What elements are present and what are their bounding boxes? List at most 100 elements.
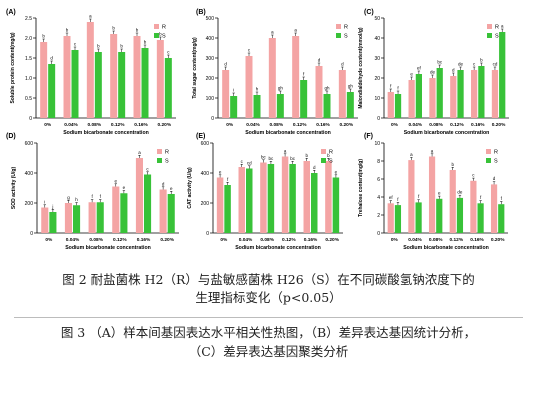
y-tick-label: 0	[211, 116, 214, 122]
significance-letter: f	[100, 194, 102, 199]
legend-label: S	[329, 159, 333, 165]
bar	[246, 168, 253, 233]
bar	[112, 186, 120, 233]
y-axis-title: Soluble protein content(mg/g)	[10, 32, 16, 103]
bar	[289, 164, 296, 233]
panel-label: (D)	[6, 133, 16, 140]
x-tick-label: 0.12%	[450, 237, 464, 243]
x-tick-label: 0%	[391, 122, 399, 128]
significance-letter: b	[305, 153, 308, 158]
significance-letter: c	[241, 159, 244, 164]
y-tick-label: 0	[206, 231, 209, 237]
bar	[408, 160, 415, 233]
significance-letter: b	[120, 44, 123, 49]
figure-3-caption-line1: 图 3 （A）样本间基因表达水平相关性热图，（B）差异表达基因统计分析，	[60, 325, 477, 340]
significance-letter: cd	[247, 160, 252, 165]
x-tick-label: 0.04%	[246, 122, 260, 128]
bar	[141, 48, 149, 118]
legend-swatch	[487, 33, 492, 38]
x-tick-label: 0%	[45, 237, 53, 243]
legend-swatch	[486, 158, 491, 163]
bar	[315, 66, 323, 118]
bar	[338, 70, 346, 118]
figure-3-area	[0, 318, 537, 401]
bar	[224, 185, 231, 233]
significance-letter: a	[138, 150, 141, 155]
y-tick-label: 1.0	[25, 76, 32, 82]
bar	[428, 156, 436, 233]
x-tick-label: 0.12%	[293, 122, 307, 128]
bar	[415, 202, 422, 233]
legend-label: S	[344, 34, 348, 40]
significance-letter: ef	[417, 66, 422, 71]
x-tick-label: 0.04%	[408, 237, 422, 243]
bar	[471, 70, 478, 118]
significance-letter: h	[256, 87, 259, 92]
x-tick-label: 0.12%	[282, 237, 296, 243]
significance-letter: b	[480, 58, 483, 63]
x-tick-label: 0.04%	[408, 122, 422, 128]
y-tick-label: 0	[29, 116, 32, 122]
bar	[429, 78, 436, 118]
legend-label: S	[162, 34, 166, 40]
y-tick-label: 0	[377, 231, 380, 237]
significance-letter: a	[271, 30, 274, 35]
panel-label: (C)	[364, 9, 374, 16]
x-tick-label: 0.12%	[111, 122, 125, 128]
bar	[470, 180, 477, 233]
significance-letter: d	[318, 58, 321, 63]
significance-letter: f	[91, 194, 93, 199]
significance-letter: d	[313, 165, 316, 170]
y-tick-label: 0	[377, 116, 380, 122]
significance-letter: f	[418, 194, 420, 199]
legend-label: S	[495, 34, 499, 40]
x-tick-label: 0.16%	[470, 237, 484, 243]
x-tick-label: 0.16%	[316, 122, 330, 128]
y-tick-label: 10	[374, 141, 380, 147]
legend-label: R	[329, 150, 333, 156]
bar	[268, 38, 276, 118]
bar	[230, 96, 238, 118]
bar	[332, 177, 340, 233]
bar	[498, 204, 505, 233]
significance-letter: b	[66, 28, 69, 33]
significance-letter: d	[162, 181, 165, 186]
bar	[73, 205, 81, 233]
legend-label: R	[162, 25, 166, 31]
significance-letter: b	[451, 162, 454, 167]
bar	[499, 32, 506, 118]
legend-swatch	[154, 33, 159, 38]
significance-letter: e	[123, 185, 126, 190]
x-tick-label: 0.04%	[239, 237, 253, 243]
significance-letter: b	[327, 153, 330, 158]
panel-label: (A)	[6, 9, 16, 16]
y-tick-label: 40	[374, 36, 380, 42]
legend-label: S	[494, 159, 498, 165]
x-tick-label: 0.20%	[340, 122, 354, 128]
significance-letter: d	[452, 68, 455, 73]
significance-letter: de	[457, 190, 463, 195]
x-tick-label: 0.16%	[304, 237, 318, 243]
significance-letter: a	[501, 24, 504, 29]
x-tick-label: 0%	[391, 237, 399, 243]
significance-letter: gh	[348, 84, 354, 89]
figure-2-caption-line1: 图 2 耐盐菌株 H2（R）与盐敏感菌株 H26（S）在不同碳酸氢钠浓度下的	[62, 272, 475, 287]
significance-letter: d	[50, 56, 53, 61]
figure-2-panels: (A) 0 0.5 1.0 1.5 2.0 2.5 b b a b b b d c b b b c 0% 0.04% 0.…	[6, 9, 509, 251]
bar	[216, 177, 224, 233]
y-axis-title: Total sugar content(mg/g)	[192, 37, 198, 99]
y-tick-label: 300	[206, 56, 215, 62]
bar	[238, 167, 245, 233]
figure-3-caption: 图 3 （A）样本间基因表达水平相关性热图，（B）差异表达基因统计分析， （C）…	[0, 323, 537, 361]
significance-letter: bc	[290, 156, 296, 161]
significance-letter: e	[170, 186, 173, 191]
y-tick-label: 6	[377, 177, 380, 183]
significance-letter: b	[112, 26, 115, 31]
y-tick-label: 600	[201, 141, 210, 147]
x-tick-label: 0.12%	[450, 122, 464, 128]
bar	[222, 70, 230, 118]
bar	[303, 161, 310, 233]
significance-letter: j	[51, 204, 53, 209]
bar	[281, 156, 289, 233]
bar	[387, 203, 394, 233]
